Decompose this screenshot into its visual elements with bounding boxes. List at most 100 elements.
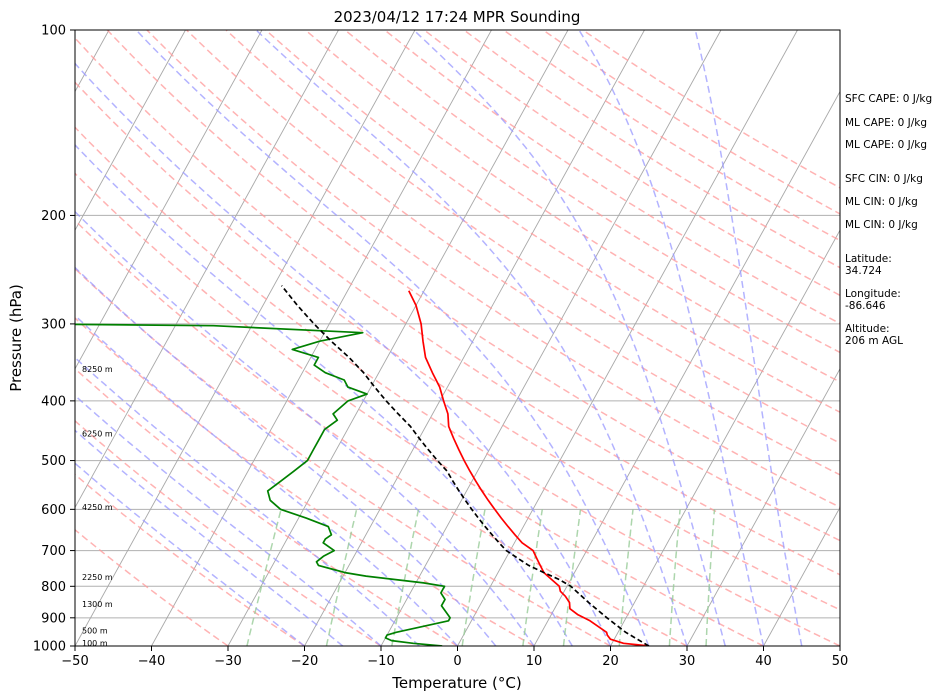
y-tick-label: 100 [41, 24, 66, 39]
dry-adiabat [75, 419, 382, 646]
chart-title: 2023/04/12 17:24 MPR Sounding [334, 8, 581, 26]
y-tick-label: 700 [41, 544, 66, 559]
height-label: 4250 m [82, 503, 113, 512]
dry-adiabat [75, 126, 840, 646]
isotherm-line [304, 30, 645, 646]
x-tick-label: 30 [679, 654, 696, 669]
latitude-label: Latitude: [845, 253, 892, 265]
ml-cape-text-2: ML CAPE: 0 J/kg [845, 139, 927, 151]
height-label: 500 m [82, 626, 108, 635]
x-tick-label: 0 [453, 654, 461, 669]
x-tick-label: −30 [214, 654, 241, 669]
altitude-label: Altitude: [845, 323, 890, 335]
moist-adiabat [694, 30, 803, 646]
dry-adiabat [106, 30, 840, 542]
dry-adiabat [75, 81, 840, 611]
ml-cin-text-2: ML CIN: 0 J/kg [845, 219, 918, 231]
latitude-value: 34.724 [845, 265, 882, 277]
y-tick-label: 600 [41, 503, 66, 518]
isotherm-line [75, 30, 339, 509]
height-labels: 100 m 500 m 1300 m 2250 m 4250 m 6250 m 8250 m [82, 365, 113, 648]
height-label: 100 m [82, 639, 108, 648]
isotherm-line [75, 30, 263, 370]
sfc-cin-text: SFC CIN: 0 J/kg [845, 173, 923, 185]
x-axis: −50 −40 −30 −20 −10 0 10 20 30 40 50 [61, 646, 848, 669]
dry-adiabat [75, 219, 688, 646]
y-tick-label: 300 [41, 317, 66, 332]
dry-adiabat [75, 473, 305, 646]
moist-adiabat [75, 462, 305, 646]
isotherm-line [457, 30, 798, 646]
ml-cape-text: ML CAPE: 0 J/kg [845, 117, 927, 129]
moist-adiabat [75, 210, 535, 646]
mixing-ratio-line [391, 509, 420, 646]
moist-adiabat [578, 30, 765, 646]
mixing-ratio-line [325, 509, 358, 646]
height-label: 2250 m [82, 573, 113, 582]
parcel-line [280, 285, 650, 646]
isotherm-line [380, 30, 722, 646]
series-lines [75, 285, 650, 646]
x-tick-label: −40 [138, 654, 165, 669]
isotherm-line [75, 30, 416, 646]
mixing-ratio-line [618, 509, 634, 646]
x-tick-label: −20 [291, 654, 318, 669]
mixing-ratio-line [461, 509, 486, 646]
x-tick-label: 50 [832, 654, 849, 669]
height-label: 1300 m [82, 600, 113, 609]
y-tick-label: 400 [41, 394, 66, 409]
moist-adiabat [255, 30, 688, 646]
mixing-ratio-line [668, 509, 681, 646]
dry-adiabat [225, 30, 840, 444]
temperature-line [408, 290, 649, 646]
height-label: 6250 m [82, 430, 113, 439]
dewpoint-line [75, 323, 451, 646]
y-tick-label: 200 [41, 209, 66, 224]
dry-adiabat [75, 317, 535, 646]
dry-adiabat [75, 36, 840, 576]
longitude-label: Longitude: [845, 288, 901, 300]
y-axis: 1000 900 800 700 600 500 400 300 200 100 [33, 24, 75, 655]
x-tick-label: 10 [526, 654, 543, 669]
mixing-ratio-line [522, 509, 544, 646]
background-lines [75, 30, 840, 646]
mixing-ratio-line [705, 509, 716, 646]
isotherm-line [151, 30, 492, 646]
altitude-value: 206 m AGL [845, 335, 903, 347]
dry-adiabat [304, 30, 840, 383]
moist-adiabat [75, 266, 497, 646]
moist-adiabat [75, 394, 382, 646]
isotherm-line [533, 90, 840, 646]
x-tick-label: 20 [602, 654, 619, 669]
isotherm-line [763, 506, 840, 646]
dry-adiabat [185, 30, 840, 476]
moist-adiabat [75, 314, 459, 646]
x-tick-label: −10 [367, 654, 394, 669]
y-tick-label: 1000 [33, 640, 66, 655]
dry-adiabat [75, 367, 458, 646]
location-panel: Latitude: 34.724 Longitude: -86.646 Alti… [845, 253, 903, 347]
moist-adiabat [135, 30, 650, 646]
x-tick-label: 40 [755, 654, 772, 669]
longitude-value: -86.646 [845, 300, 886, 312]
isotherm-line [610, 229, 840, 646]
ml-cin-text: ML CIN: 0 J/kg [845, 196, 918, 208]
mixing-ratio-line [246, 509, 282, 646]
isotherm-line [227, 30, 569, 646]
moist-adiabat [75, 429, 344, 646]
y-tick-label: 800 [41, 580, 66, 595]
stability-panel: SFC CAPE: 0 J/kg ML CAPE: 0 J/kg ML CAPE… [845, 93, 932, 231]
isotherm-line [75, 30, 186, 232]
y-axis-title: Pressure (hPa) [7, 284, 25, 392]
x-axis-title: Temperature (°C) [391, 674, 521, 692]
moist-adiabat [413, 30, 727, 646]
sfc-cape-text: SFC CAPE: 0 J/kg [845, 93, 932, 105]
dry-adiabat [75, 267, 611, 646]
isotherm-line [686, 367, 840, 646]
dry-adiabat [265, 30, 840, 414]
y-tick-label: 900 [41, 611, 66, 626]
height-label: 8250 m [82, 365, 113, 374]
y-tick-label: 500 [41, 454, 66, 469]
mixing-ratio-line [562, 509, 582, 646]
